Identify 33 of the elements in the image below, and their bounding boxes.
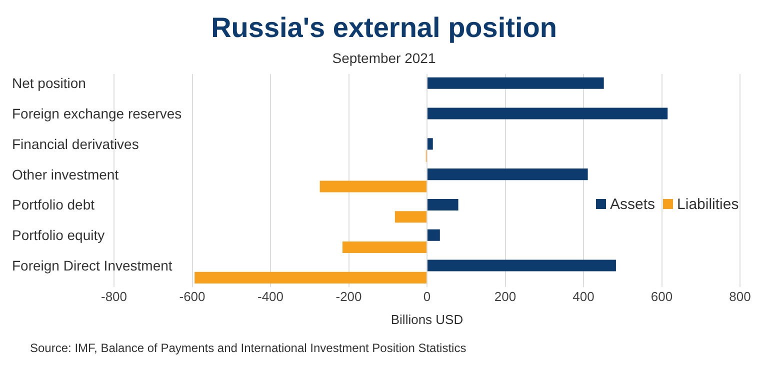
x-tick-label: 400 xyxy=(572,289,594,304)
legend-label: Liabilities xyxy=(677,196,739,213)
bar xyxy=(428,229,440,241)
x-tick-label: 200 xyxy=(494,289,516,304)
y-tick-label: Portfolio debt xyxy=(12,196,95,213)
bar xyxy=(428,198,458,210)
x-tick-label: 0 xyxy=(423,289,431,304)
bar xyxy=(320,180,426,192)
bar xyxy=(428,138,433,150)
x-tick-label: -200 xyxy=(336,289,362,304)
y-tick-label: Portfolio equity xyxy=(12,227,105,244)
legend-label: Assets xyxy=(610,196,656,213)
y-tick-label: Net position xyxy=(12,75,86,92)
y-tick-label: Foreign exchange reserves xyxy=(12,105,182,122)
x-tick-label: -600 xyxy=(179,289,206,304)
x-tick-label: 800 xyxy=(729,289,751,304)
bar xyxy=(428,108,668,120)
source-note: Source: IMF, Balance of Payments and International Investment Position Statistics xyxy=(30,341,466,355)
bar xyxy=(194,272,426,284)
bar xyxy=(428,77,604,89)
bar xyxy=(428,168,588,180)
x-tick-label: 600 xyxy=(650,289,673,304)
x-tick-label: -800 xyxy=(100,289,128,304)
x-tick-label: -400 xyxy=(257,289,284,304)
bar xyxy=(428,260,616,272)
x-axis-title: Billions USD xyxy=(390,312,464,327)
bar xyxy=(394,211,426,223)
y-tick-label: Financial derivatives xyxy=(12,136,139,152)
chart-subtitle: September 2021 xyxy=(331,50,437,66)
bar xyxy=(342,242,426,254)
chart-title: Russia's external position xyxy=(210,12,558,44)
y-tick-label: Foreign Direct Investment xyxy=(12,257,172,274)
y-tick-label: Other investment xyxy=(12,166,119,182)
